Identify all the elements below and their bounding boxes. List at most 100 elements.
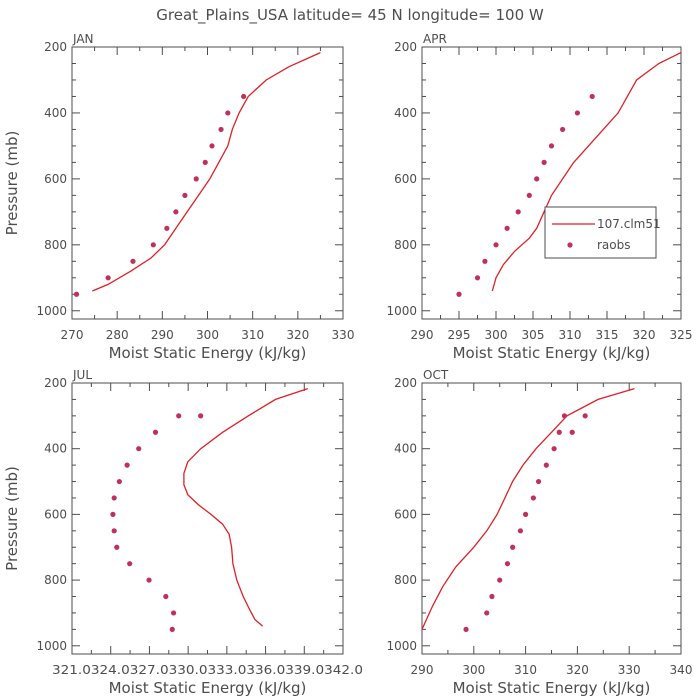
obs-point — [164, 225, 170, 231]
series-line-107.clm51 — [491, 52, 682, 292]
y-tick-label: 400 — [44, 106, 67, 120]
obs-point — [534, 176, 540, 182]
y-tick-label: 400 — [44, 442, 67, 456]
obs-point — [561, 413, 568, 419]
obs-point — [493, 242, 499, 248]
panel-label: JAN — [72, 32, 94, 46]
series-line-107.clm51 — [421, 387, 635, 630]
x-tick-label: 320 — [633, 328, 656, 342]
x-tick-label: 295 — [448, 328, 471, 342]
obs-point — [463, 626, 469, 632]
series-line-107.clm51 — [92, 52, 321, 292]
panel-jul: 200 400 600 800 1000 321.0324.0327.0330.0333.… — [3, 368, 363, 697]
obs-point — [523, 511, 529, 517]
obs-point — [169, 626, 175, 632]
x-tick-label: 310 — [241, 328, 264, 342]
x-axis-label: Moist Static Energy (kJ/kg) — [453, 344, 651, 362]
obs-point — [484, 610, 490, 616]
x-tick-label: 300 — [485, 328, 508, 342]
y-tick-label: 200 — [44, 40, 67, 54]
x-tick-label: 315 — [596, 328, 619, 342]
legend: 107.clm51 raobs — [544, 206, 661, 259]
x-tick-label: 300 — [196, 328, 219, 342]
obs-point — [218, 126, 224, 133]
x-axis-label: Moist Static Energy (kJ/kg) — [109, 344, 307, 362]
obs-point — [574, 110, 581, 116]
obs-point — [456, 291, 462, 297]
y-tick-label: 200 — [394, 40, 417, 54]
obs-point — [116, 478, 122, 485]
obs-point — [569, 429, 575, 435]
figure-title: Great_Plains_USA latitude= 45 N longitud… — [156, 6, 544, 25]
obs-point — [150, 242, 156, 248]
x-tick-label: 310 — [514, 663, 537, 677]
obs-point — [530, 495, 536, 501]
obs-point — [124, 462, 130, 468]
x-axis-label: Moist Static Energy (kJ/kg) — [109, 679, 307, 697]
obs-point — [111, 495, 117, 501]
obs-point — [504, 225, 510, 231]
x-tick-label: 290 — [151, 328, 174, 342]
panel-jan: 200 400 600 800 1000 270 280 290 300 310 320 330 Moi… — [3, 32, 354, 362]
obs-point — [548, 143, 555, 149]
obs-point — [170, 610, 177, 616]
panel-apr: 200 400 600 800 1000 290 295 300 305 310 315 320 325… — [386, 32, 692, 362]
obs-point — [489, 593, 495, 600]
obs-point — [474, 275, 481, 281]
y-tick-label: 800 — [394, 238, 417, 252]
obs-point — [202, 159, 208, 165]
obs-point — [535, 478, 542, 485]
obs-point — [152, 429, 159, 435]
legend-box — [544, 206, 657, 259]
obs-point — [526, 192, 532, 198]
y-axis-label: Pressure (mb) — [3, 131, 21, 236]
y-tick-label: 200 — [394, 376, 417, 390]
y-tick-label: 800 — [44, 573, 67, 587]
y-tick-label: 800 — [394, 573, 417, 587]
obs-point — [589, 93, 595, 100]
obs-point — [130, 258, 136, 264]
y-axis-label: Pressure (mb) — [3, 466, 21, 571]
obs-point — [482, 258, 488, 264]
plot-grid: 200 400 600 800 1000 270 280 290 300 310 320 330 Moi… — [3, 32, 692, 697]
y-tick-label: 600 — [394, 172, 417, 186]
plot-frame — [421, 382, 682, 655]
y-tick-label: 1000 — [36, 639, 67, 653]
panel-label: OCT — [423, 368, 449, 382]
y-tick-label: 400 — [394, 442, 417, 456]
plot-frame — [421, 46, 682, 320]
x-tick-label: 340 — [670, 663, 693, 677]
obs-point — [556, 429, 562, 435]
x-tick-label: 325 — [670, 328, 693, 342]
obs-point — [146, 577, 152, 583]
obs-point — [110, 511, 116, 517]
y-tick-label: 1000 — [36, 304, 67, 318]
legend-point-swatch — [567, 242, 573, 248]
obs-point — [517, 528, 524, 534]
x-tick-label: 320 — [566, 663, 589, 677]
obs-point — [515, 209, 521, 215]
y-tick-label: 600 — [44, 172, 67, 186]
x-tick-label: 320 — [286, 328, 309, 342]
obs-point — [163, 593, 169, 600]
obs-point — [73, 291, 80, 297]
x-tick-label: 280 — [106, 328, 129, 342]
obs-point — [497, 577, 503, 583]
obs-point — [176, 413, 182, 419]
obs-point — [182, 192, 188, 198]
y-tick-label: 200 — [44, 376, 67, 390]
x-tick-label: 300 — [462, 663, 485, 677]
plot-frame — [71, 382, 344, 655]
obs-point — [510, 544, 516, 550]
x-tick-label: 270 — [61, 328, 84, 342]
obs-point — [173, 209, 179, 215]
panel-label: APR — [423, 32, 447, 46]
panel-label: JUL — [72, 368, 92, 382]
x-tick-label: 305 — [522, 328, 545, 342]
series-line-107.clm51 — [183, 387, 309, 627]
obs-point — [560, 126, 566, 133]
obs-point — [105, 275, 111, 281]
y-tick-label: 400 — [394, 106, 417, 120]
obs-point — [193, 176, 199, 182]
